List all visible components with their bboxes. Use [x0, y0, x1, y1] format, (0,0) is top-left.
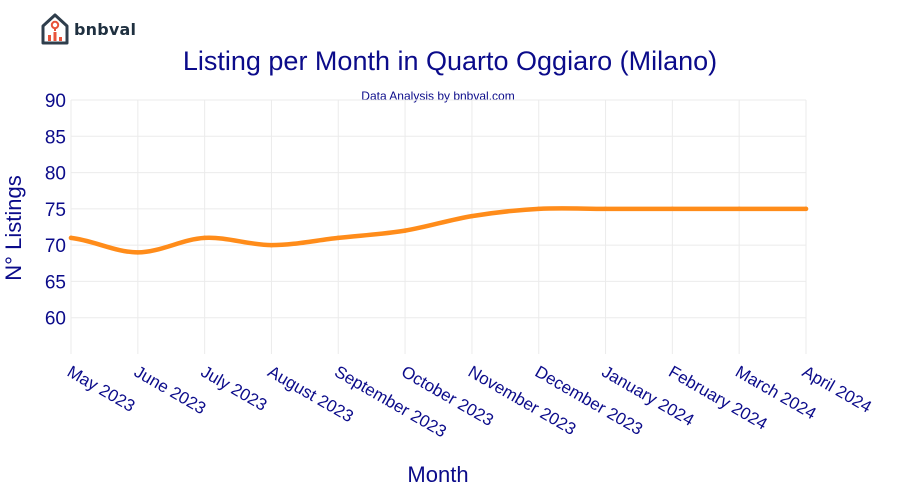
- grid-lines: [70, 99, 807, 354]
- data-point[interactable]: [202, 235, 207, 241]
- y-tick-label: 90: [45, 91, 66, 112]
- y-tick-label: 85: [45, 127, 66, 148]
- y-axis-label: N° Listings: [1, 175, 26, 280]
- data-point[interactable]: [803, 206, 809, 212]
- house-chart-logo-icon: [41, 13, 69, 45]
- data-point[interactable]: [736, 206, 742, 212]
- x-tick-label: May 2023: [64, 362, 138, 416]
- data-point[interactable]: [402, 228, 408, 233]
- data-point[interactable]: [603, 206, 608, 212]
- x-axis-label: Month: [407, 462, 468, 487]
- data-point[interactable]: [269, 242, 274, 248]
- brand-name: bnbval: [74, 19, 137, 39]
- data-point[interactable]: [670, 206, 675, 212]
- data-point[interactable]: [469, 213, 475, 219]
- y-tick-label: 75: [45, 200, 66, 221]
- brand-logo: bnbval: [40, 12, 136, 46]
- series-layer: [68, 206, 809, 255]
- data-point[interactable]: [135, 250, 141, 255]
- chart-subtitle: Data Analysis by bnbval.com: [361, 89, 514, 103]
- chart-title: Listing per Month in Quarto Oggiaro (Mil…: [183, 46, 717, 76]
- data-point[interactable]: [336, 235, 341, 241]
- x-tick-label: July 2023: [198, 362, 271, 415]
- y-axis-ticks: 60 65 70 75 80 85 90: [45, 91, 66, 330]
- y-tick-label: 60: [45, 309, 66, 330]
- x-tick-label: June 2023: [131, 362, 209, 418]
- y-tick-label: 80: [45, 164, 66, 185]
- series-line: [68, 206, 809, 255]
- x-tick-label: September 2023: [331, 362, 449, 441]
- data-point[interactable]: [536, 206, 541, 212]
- data-point[interactable]: [68, 235, 74, 241]
- y-tick-label: 65: [45, 272, 66, 293]
- y-tick-label: 70: [45, 236, 66, 257]
